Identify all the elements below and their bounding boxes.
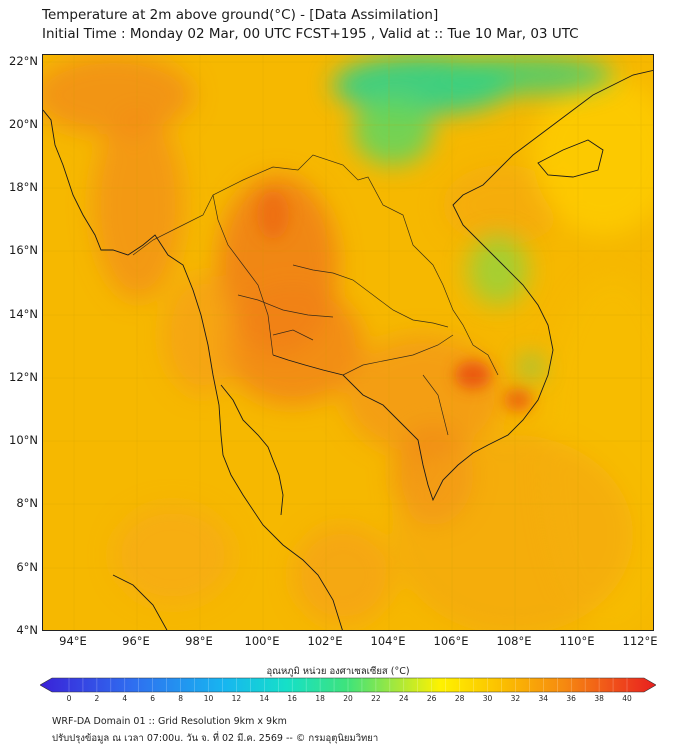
temperature-field: [43, 55, 653, 630]
hot-spots: [257, 191, 532, 412]
lat-label: 18°N: [9, 180, 38, 194]
colorbar-tick: 10: [203, 694, 214, 703]
title-line-2: Initial Time : Monday 02 Mar, 00 UTC FCS…: [42, 26, 579, 42]
temperature-map[interactable]: [42, 54, 654, 631]
borders: [132, 154, 499, 436]
footer-line-1: WRF-DA Domain 01 :: Grid Resolution 9km …: [52, 716, 287, 727]
colorbar-tick: 30: [482, 694, 493, 703]
colorbar-tick: 38: [594, 694, 604, 703]
lon-label: 110°E: [559, 634, 595, 648]
lon-label: 100°E: [244, 634, 280, 648]
colorbar-tick: 6: [150, 694, 156, 703]
colorbar-tick: 22: [371, 694, 381, 703]
colorbar-tick: 8: [178, 694, 183, 703]
colorbar-tick: 0: [66, 694, 72, 703]
lon-label: 104°E: [370, 634, 406, 648]
map-canvas: [43, 55, 653, 630]
lon-label: 108°E: [496, 634, 532, 648]
lon-label: 98°E: [185, 634, 213, 648]
colorbar-tick: 24: [399, 694, 409, 703]
colorbar-tick: 36: [566, 694, 576, 703]
colorbar-tick: 4: [122, 694, 128, 703]
lat-label: 20°N: [9, 117, 38, 131]
colorbar-tick: 34: [538, 694, 549, 703]
colorbar-tick: 2: [94, 694, 100, 703]
lat-label: 12°N: [9, 370, 38, 384]
lon-label: 94°E: [59, 634, 87, 648]
colorbar-tick: 18: [315, 694, 325, 703]
lat-label: 14°N: [9, 307, 38, 321]
colorbar-tick: 28: [454, 694, 465, 703]
lat-label: 16°N: [9, 243, 38, 257]
graticule: [43, 55, 653, 630]
colorbar-tick: 12: [231, 694, 242, 703]
lat-label: 22°N: [9, 54, 38, 68]
lat-label: 8°N: [16, 496, 38, 510]
lat-label: 10°N: [9, 433, 38, 447]
colorbar-tick: 16: [287, 694, 297, 703]
coastlines: [43, 69, 653, 630]
colorbar-tick: 14: [259, 694, 270, 703]
lon-label: 96°E: [122, 634, 150, 648]
title-line-1: Temperature at 2m above ground(°C) - [Da…: [42, 7, 439, 23]
colorbar-tick: 20: [343, 694, 353, 703]
colorbar: [40, 677, 656, 693]
footer-line-2: ปรับปรุงข้อมูล ณ เวลา 07:00u. วัน จ. ที่…: [52, 733, 379, 744]
lon-label: 102°E: [307, 634, 343, 648]
colorbar-tick: 26: [426, 694, 437, 703]
colorbar-tick: 32: [510, 694, 521, 703]
lat-label: 6°N: [16, 560, 38, 574]
lon-label: 112°E: [622, 634, 658, 648]
colorbar-tick: 40: [622, 694, 632, 703]
cool-region: [333, 55, 613, 379]
lon-label: 106°E: [433, 634, 469, 648]
colorbar-title: อุณหภูมิ หน่วย องศาเซลเซียส (°C): [266, 666, 410, 677]
lat-label: 4°N: [16, 623, 38, 637]
